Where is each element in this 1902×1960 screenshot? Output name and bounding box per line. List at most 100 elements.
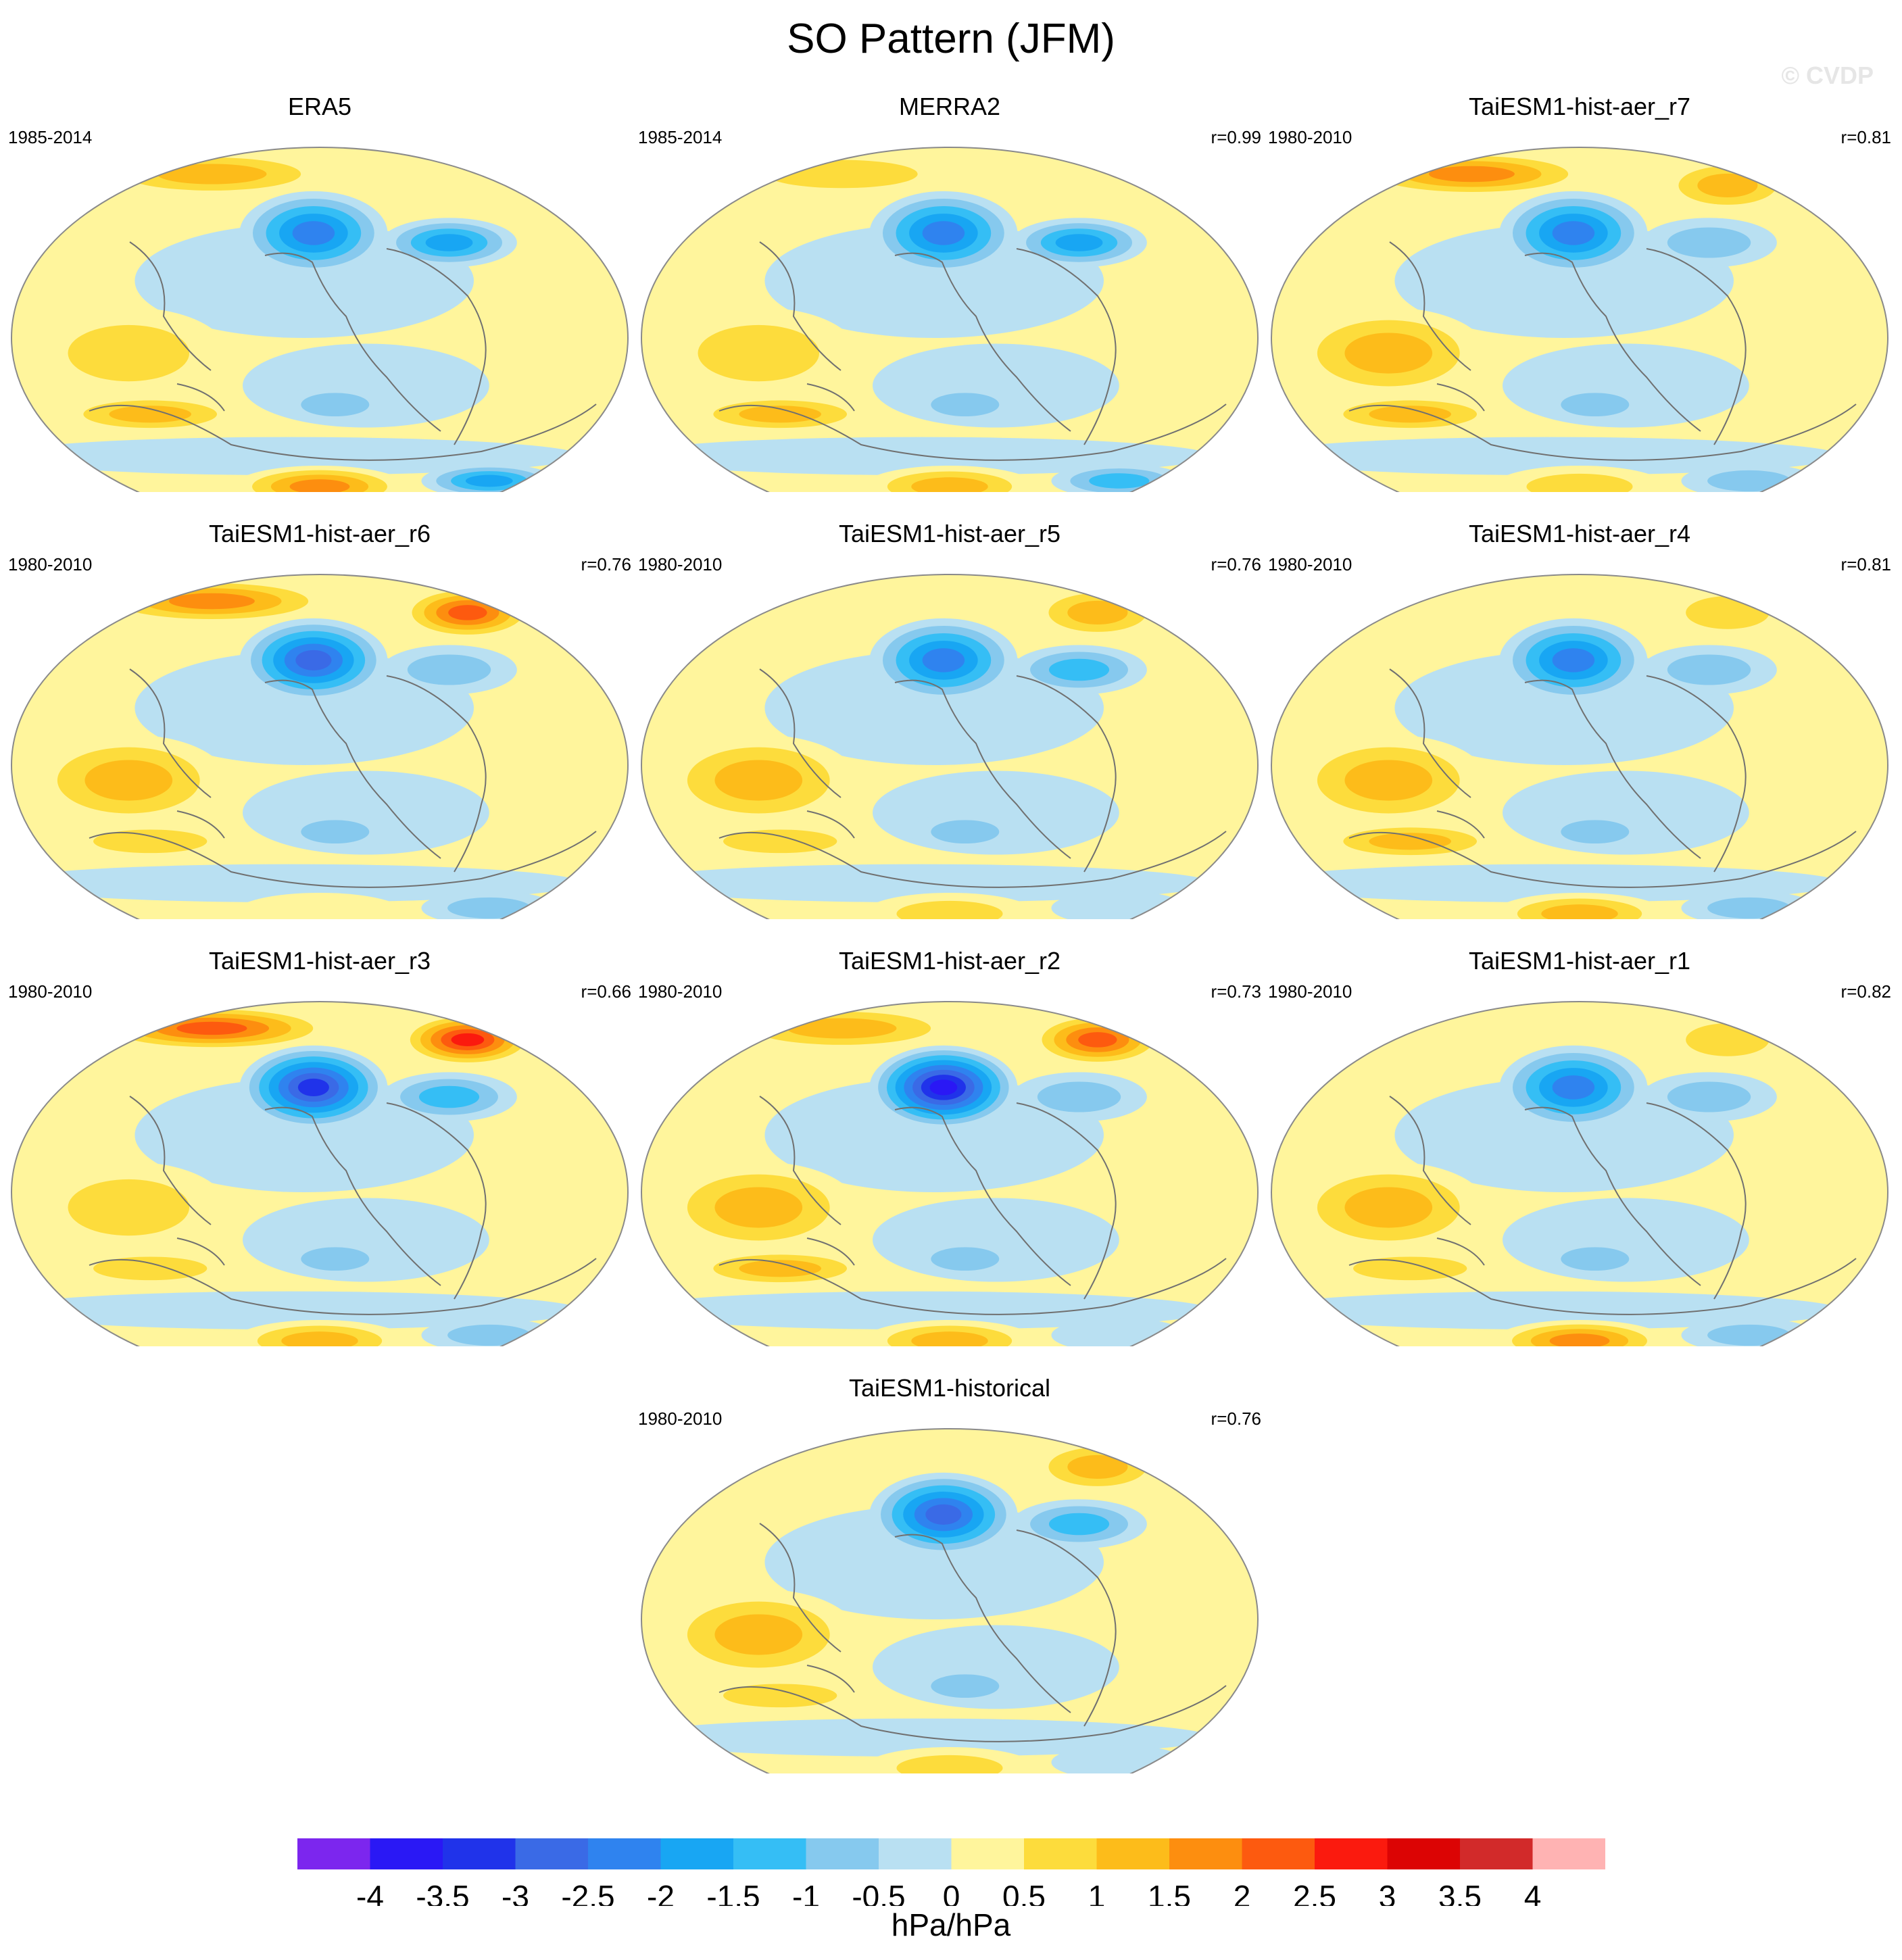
eurasia-high-contour — [451, 1033, 485, 1046]
panel-correlation: r=0.99 — [1211, 127, 1261, 147]
natl-low-contour — [1667, 227, 1751, 258]
map-plot — [641, 1428, 1259, 1773]
panel-period: 1980-2010 — [638, 981, 723, 1002]
colorbar-swatch — [297, 1838, 370, 1869]
coastline — [1436, 810, 1485, 839]
satl-low-contour — [1089, 473, 1150, 489]
panel-correlation: r=0.76 — [581, 554, 631, 574]
indian-high-contour — [1344, 760, 1433, 801]
swpac-high-contour — [233, 892, 406, 919]
colorbar-swatch — [733, 1838, 806, 1869]
colorbar-swatch — [1096, 1838, 1169, 1869]
coastline — [264, 252, 441, 432]
eurasia-high-contour — [1686, 1023, 1770, 1056]
indian-high-contour — [68, 324, 190, 382]
natl-low-contour — [425, 234, 473, 251]
map-panel: TaiESM1-hist-aer_r4 1980-2010 r=0.81 — [1268, 520, 1891, 919]
colorbar-tick-label: 1.5 — [1148, 1879, 1191, 1906]
swpac-high-contour — [896, 900, 1003, 919]
indian-high-contour — [1344, 1187, 1433, 1228]
coastline — [718, 403, 1227, 461]
map-panel: MERRA2 1985-2014 r=0.99 — [638, 93, 1261, 492]
coastline — [89, 403, 597, 461]
spac-low-contour — [301, 393, 370, 417]
colorbar-unit-label: hPa/hPa — [891, 1907, 1011, 1942]
panel-correlation: r=0.73 — [1211, 981, 1261, 1002]
map-outline — [1271, 147, 1888, 492]
austr-high-contour — [109, 406, 191, 423]
spac-low-contour — [1561, 393, 1630, 417]
colorbar-swatch — [951, 1838, 1024, 1869]
coastline — [1646, 248, 1747, 445]
colorbar-tick-label: -1.5 — [706, 1879, 760, 1906]
austr-high-contour — [723, 1684, 837, 1708]
coastline — [386, 1102, 487, 1300]
map-outline — [641, 1001, 1259, 1346]
indian-high-contour — [84, 760, 173, 801]
satl-low-contour — [465, 474, 513, 487]
eurasia-high-contour — [1697, 173, 1758, 197]
coastline — [718, 831, 1227, 888]
swpac-high-contour — [281, 1331, 358, 1346]
panel-period: 1980-2010 — [1268, 554, 1352, 574]
map-plot — [11, 147, 629, 492]
map-plot — [1271, 147, 1888, 492]
austr-high-contour — [739, 1260, 821, 1277]
colorbar-swatch — [515, 1838, 588, 1869]
map-outline — [11, 1001, 629, 1346]
spac-low-contour — [931, 1247, 1000, 1271]
map-outline — [1271, 1001, 1888, 1346]
satl-low-contour — [1707, 1324, 1791, 1346]
swpac-high-contour — [1549, 1333, 1610, 1346]
map-outline — [641, 147, 1259, 492]
coastline — [718, 1685, 1227, 1742]
npac-low-contour — [1552, 648, 1595, 672]
panel-period: 1985-2014 — [638, 127, 723, 147]
coastline — [386, 248, 487, 445]
map-plot — [1271, 1001, 1888, 1346]
map-outline — [11, 574, 629, 919]
panel-period: 1980-2010 — [638, 554, 723, 574]
colorbar-tick-label: -1 — [792, 1879, 820, 1906]
eurasia-high-contour — [1078, 1032, 1117, 1048]
map-panel: ERA5 1985-2014 — [8, 93, 631, 492]
npac-low-contour — [925, 1504, 962, 1525]
npac-low-contour — [922, 221, 965, 245]
coastline — [1646, 1102, 1747, 1300]
coastline — [1524, 1106, 1701, 1286]
colorbar-swatch — [370, 1838, 443, 1869]
natl-low-contour — [1667, 654, 1751, 685]
coastline — [759, 241, 842, 371]
map-plot — [11, 1001, 629, 1346]
npac-low-contour — [297, 1078, 329, 1096]
natl-low-contour — [1055, 234, 1103, 251]
coastline — [176, 1238, 225, 1266]
coastline — [1389, 241, 1471, 371]
austr-high-contour — [1369, 406, 1451, 423]
spac-low-contour — [931, 820, 1000, 844]
panel-title: TaiESM1-hist-aer_r3 — [208, 947, 431, 975]
npac-low-contour — [1552, 221, 1595, 245]
panel-title: TaiESM1-hist-aer_r4 — [1468, 520, 1691, 547]
colorbar-tick-label: -0.5 — [852, 1879, 905, 1906]
coastline — [1524, 252, 1701, 432]
panel-period: 1980-2010 — [1268, 981, 1352, 1002]
spac-low-contour — [931, 393, 1000, 417]
negative-anomaly-region — [11, 437, 582, 476]
colorbar: -4 -3.5 -3 -2.5 -2 -1.5 -1 -0.5 0 0.5 1 1.5 2 2.5 3 3.5… — [297, 1838, 1605, 1906]
colorbar-swatch — [1242, 1838, 1315, 1869]
negative-anomaly-region — [11, 864, 582, 903]
coastline — [1646, 675, 1747, 873]
panel-period: 1980-2010 — [638, 1408, 723, 1429]
npac-low-contour — [295, 650, 332, 670]
austr-high-contour — [723, 829, 837, 854]
eurasia-high-contour — [1067, 600, 1128, 624]
eurasia-high-contour — [1067, 1454, 1128, 1479]
coastline — [806, 810, 855, 839]
arctic-high-contour — [168, 593, 255, 610]
coastline — [1348, 1258, 1857, 1315]
map-panel: TaiESM1-historical 1980-2010 r=0.76 — [638, 1375, 1261, 1773]
map-plot — [641, 1001, 1259, 1346]
colorbar-tick-label: 1 — [1088, 1879, 1106, 1906]
coastline — [129, 1096, 212, 1225]
